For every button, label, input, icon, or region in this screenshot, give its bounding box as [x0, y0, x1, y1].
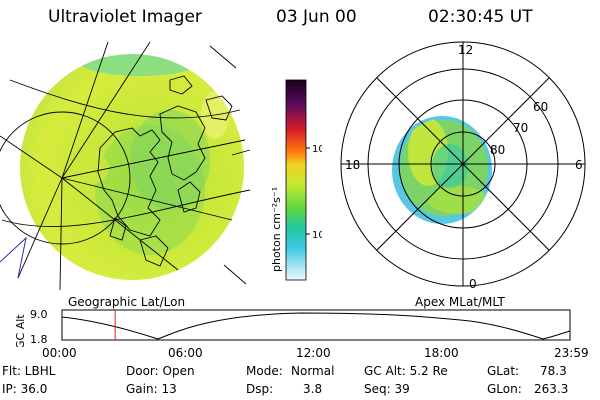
- polar-plot: 12 18 6 0 60 70 80: [340, 41, 586, 291]
- timeline-xtick-0: 00:00: [42, 346, 77, 360]
- colorbar-tick-100: 100: [312, 144, 322, 155]
- mlat-label-60: 60: [533, 100, 548, 114]
- colorbar: 100 10 photon cm⁻²s⁻¹: [270, 79, 322, 281]
- gc-alt-info: GC Alt: 5.2 Re: [364, 364, 448, 378]
- polar-caption: Apex MLat/MLT: [415, 295, 505, 309]
- mlat-label-70: 70: [513, 121, 528, 135]
- timeline-xtick-4: 23:59: [554, 346, 589, 360]
- header-time: 02:30:45 UT: [428, 7, 533, 27]
- timeline-xtick-3: 18:00: [424, 346, 459, 360]
- orbit-timeline: GC Alt 9.0 1.8: [14, 308, 571, 347]
- gain-info: Gain: 13: [126, 382, 177, 396]
- geographic-grid: [0, 41, 251, 291]
- glat-value: 78.3: [540, 364, 567, 378]
- mode-value: Normal: [291, 364, 335, 378]
- timeline-xtick-1: 06:00: [168, 346, 203, 360]
- timeline-xtick-2: 12:00: [296, 346, 331, 360]
- filter-info: Flt: LBHL: [2, 364, 56, 378]
- polar-grid: [340, 41, 586, 287]
- mode-label: Mode:: [246, 364, 283, 378]
- app-title: Ultraviolet Imager: [48, 7, 202, 27]
- timeline-ytick-bottom: 1.8: [30, 333, 48, 346]
- colorbar-scale: [285, 79, 307, 281]
- dsp-label: Dsp:: [246, 382, 274, 396]
- mlat-label-80: 80: [490, 143, 505, 157]
- glat-label: GLat:: [487, 364, 520, 378]
- timeline-ytick-top: 9.0: [30, 308, 48, 321]
- ip-info: IP: 36.0: [2, 382, 48, 396]
- mlt-label-top: 12: [458, 43, 473, 57]
- glon-value: 263.3: [534, 382, 569, 396]
- geographic-image: [0, 41, 251, 291]
- terminator-line: [0, 236, 27, 279]
- timeline-ylabel: GC Alt: [14, 314, 27, 347]
- seq-info: Seq: 39: [364, 382, 410, 396]
- colorbar-tick-10: 10: [312, 230, 322, 241]
- header-date: 03 Jun 00: [276, 7, 357, 27]
- mlt-label-right: 6: [575, 158, 583, 172]
- dsp-value: 3.8: [303, 382, 323, 396]
- door-info: Door: Open: [126, 364, 195, 378]
- colorbar-unit-label: photon cm⁻²s⁻¹: [270, 187, 283, 272]
- altitude-curve: [61, 312, 571, 340]
- timeline-frame: [61, 309, 571, 341]
- glon-label: GLon:: [487, 382, 522, 396]
- mlt-label-bottom: 0: [469, 277, 477, 291]
- geographic-caption: Geographic Lat/Lon: [68, 295, 186, 309]
- mlt-label-left: 18: [345, 158, 360, 172]
